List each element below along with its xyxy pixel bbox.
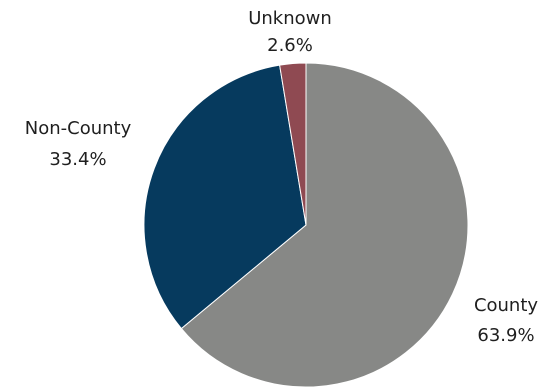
slice-label-county: County (474, 295, 538, 316)
slice-value-label-unknown: 2.6% (267, 35, 313, 56)
pie-slice-county (180, 62, 469, 388)
slice-label-non-county: Non-County (25, 118, 132, 139)
pie-slice-unknown (279, 62, 307, 226)
pie-slice-non-county (143, 64, 307, 330)
pie-labels: County 63.9% Non-County 33.4% Unknown 2.6% (25, 8, 539, 346)
slice-value-label-non-county: 33.4% (49, 149, 106, 170)
slice-value-label-county: 63.9% (477, 325, 534, 346)
slice-label-unknown: Unknown (248, 8, 332, 29)
pie-slices (143, 62, 469, 388)
